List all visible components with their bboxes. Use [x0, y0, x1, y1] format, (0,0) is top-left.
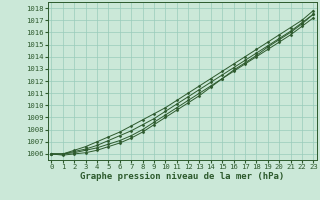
X-axis label: Graphe pression niveau de la mer (hPa): Graphe pression niveau de la mer (hPa) — [80, 172, 284, 181]
